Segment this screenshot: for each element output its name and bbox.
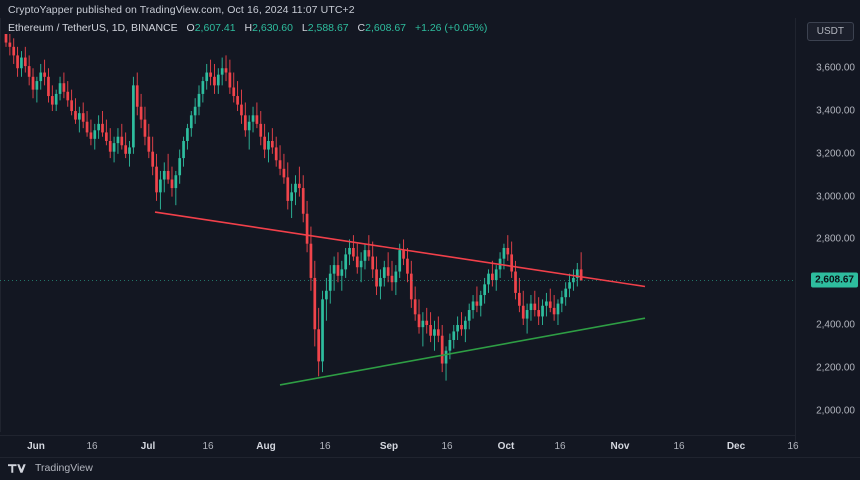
price-change: +1.26 (+0.05%) (414, 22, 488, 34)
time-tick: 16 (554, 441, 566, 452)
candlestick-plot[interactable] (0, 34, 795, 432)
price-axis[interactable]: USDT 3,600.00 3,400.00 3,200.00 3,000.00 2,8… (795, 18, 860, 450)
time-tick: 16 (319, 441, 331, 452)
time-tick: 16 (441, 441, 453, 452)
price-tick: 3,400.00 (816, 105, 855, 117)
time-tick: Jul (140, 441, 156, 452)
time-tick: Nov (610, 441, 630, 452)
time-tick: 16 (673, 441, 685, 452)
close-label: C (357, 22, 366, 34)
tradingview-logo[interactable]: TradingView (8, 462, 93, 474)
high-value: 2,630.60 (252, 22, 293, 34)
close-value: 2,608.67 (365, 22, 407, 34)
chart-legend: Ethereum / TetherUS, 1D, BINANCE O2,607.… (8, 22, 487, 34)
time-tick: 16 (86, 441, 98, 452)
low-value: 2,588.67 (307, 22, 349, 34)
time-tick: Sep (379, 441, 399, 452)
time-tick: 16 (787, 441, 799, 452)
tradingview-brand-text: TradingView (35, 462, 93, 474)
time-axis[interactable]: Jun 16 Jul 16 Aug 16 Sep 16 Oct 16 Nov 16 Dec 16 (0, 435, 799, 457)
time-tick: Oct (497, 441, 515, 452)
time-tick: Jun (27, 441, 45, 452)
candles-group (4, 34, 583, 381)
time-tick: Dec (726, 441, 746, 452)
current-price-label: 2,608.67 (811, 272, 858, 288)
open-label: O (186, 22, 195, 34)
price-tick: 2,000.00 (816, 405, 855, 417)
plot-svg (0, 34, 795, 386)
symbol-title[interactable]: Ethereum / TetherUS, 1D, BINANCE (8, 22, 178, 34)
open-value: 2,607.41 (194, 22, 236, 34)
price-tick: 3,200.00 (816, 148, 855, 160)
price-tick: 2,800.00 (816, 233, 855, 245)
price-tick: 2,200.00 (816, 362, 855, 374)
price-tick: 3,000.00 (816, 191, 855, 203)
time-tick: Aug (256, 441, 276, 452)
price-tick: 2,400.00 (816, 319, 855, 331)
bottom-bar: TradingView (0, 457, 860, 480)
time-tick: 16 (202, 441, 214, 452)
attribution-text: CryptoYapper published on TradingView.co… (8, 4, 355, 16)
ascending-support (279, 317, 646, 386)
tradingview-mark-icon (8, 463, 26, 473)
price-tick: 3,600.00 (816, 62, 855, 74)
low-label: L (301, 22, 308, 34)
high-label: H (244, 22, 253, 34)
descending-resistance (154, 211, 646, 288)
plot-left-edge (0, 18, 1, 432)
currency-button[interactable]: USDT (806, 22, 854, 41)
